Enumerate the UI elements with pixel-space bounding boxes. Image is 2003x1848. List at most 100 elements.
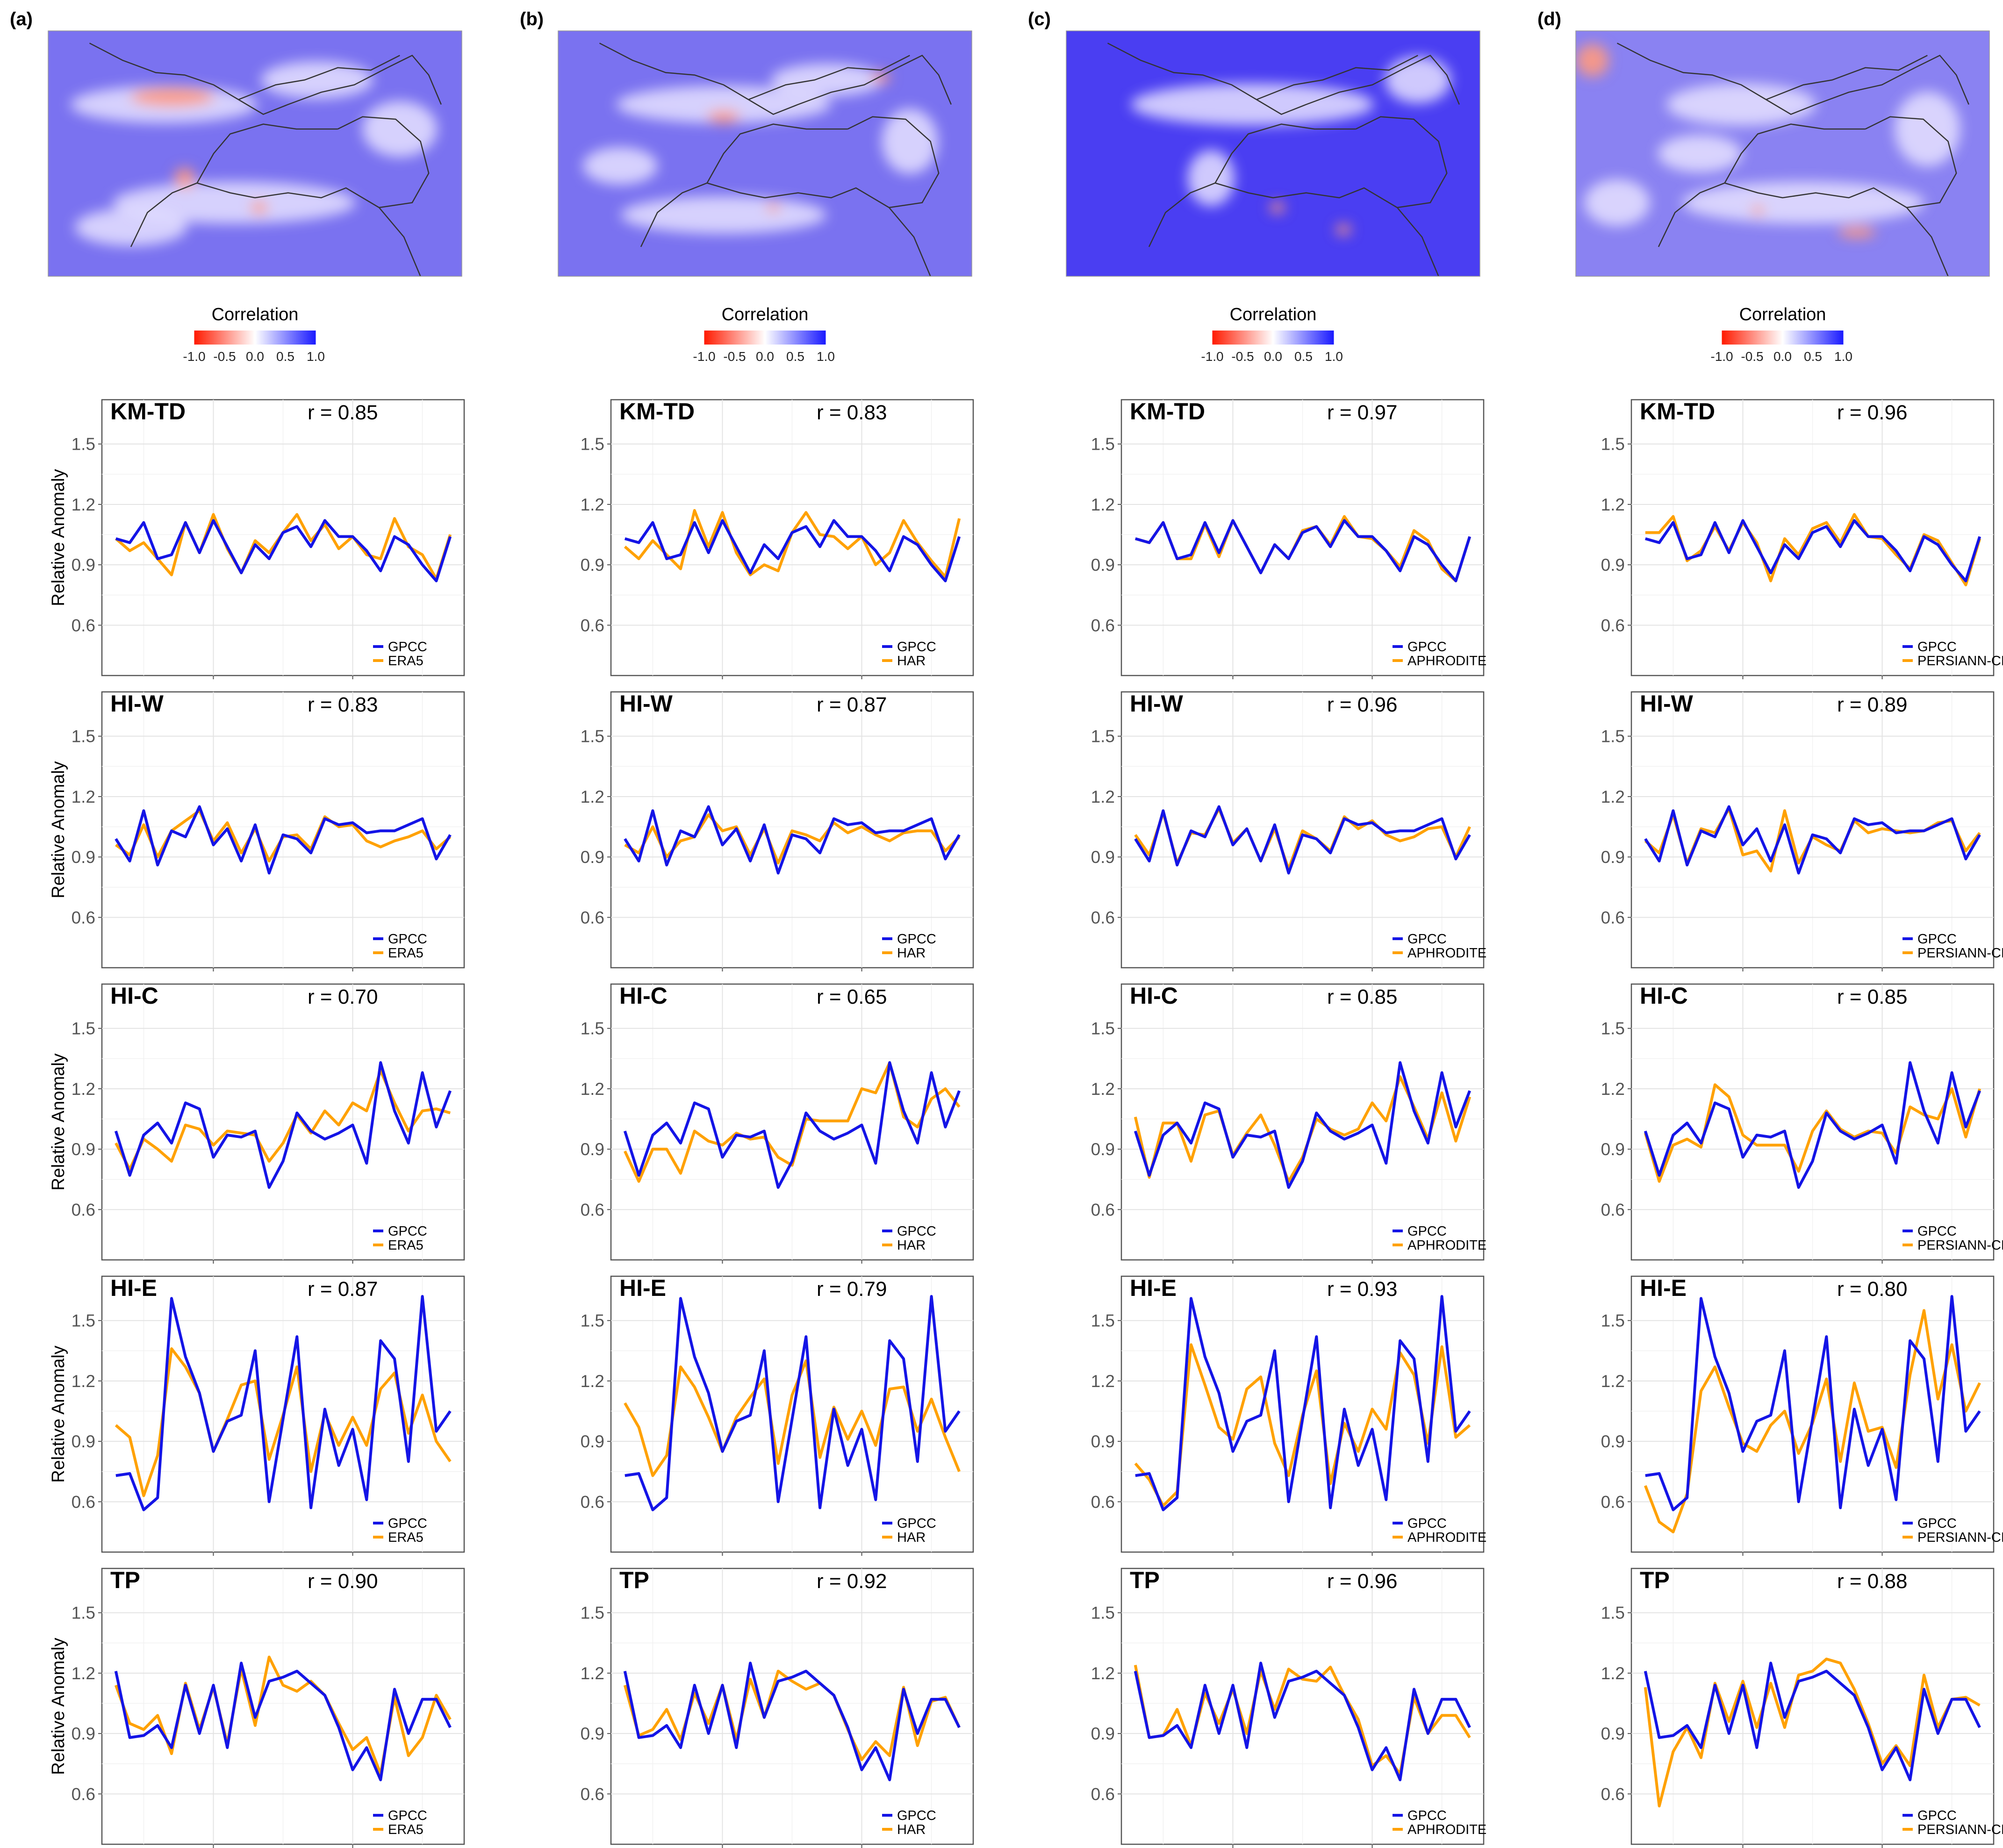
colorbar-tick-label: -1.0 (183, 349, 205, 364)
legend-label: GPCC (1917, 932, 1957, 947)
y-axis-title: Relative Anomaly (49, 469, 68, 606)
legend-label: HAR (897, 1238, 926, 1253)
y-tick-label: 1.2 (1601, 495, 1625, 514)
y-axis-title: Relative Anomaly (49, 761, 68, 899)
colorbar-tick-label: 1.0 (817, 349, 835, 364)
colorbar-title: Correlation (212, 305, 299, 324)
y-tick-label: 1.5 (581, 1019, 604, 1038)
correlation-value: r = 0.96 (1327, 1570, 1397, 1593)
legend-label: GPCC (897, 640, 936, 654)
colorbar-tick-label: 1.0 (1834, 349, 1852, 364)
legend-label: GPCC (388, 1224, 427, 1239)
y-tick-label: 1.5 (581, 1604, 604, 1623)
y-tick-label: 1.5 (1601, 1019, 1625, 1038)
colorbar (1212, 331, 1334, 345)
region-label: KM-TD (1130, 398, 1205, 424)
legend-label: HAR (897, 654, 926, 669)
y-tick-label: 1.2 (72, 787, 95, 806)
colorbar (194, 331, 316, 345)
legend-label: HAR (897, 1530, 926, 1545)
y-tick-label: 1.5 (1601, 435, 1625, 454)
legend-label: PERSIANN-CDR (1917, 1822, 2003, 1837)
legend-label: APHRODITE (1407, 654, 1486, 669)
correlation-value: r = 0.83 (817, 401, 887, 424)
y-tick-label: 0.6 (72, 1492, 95, 1511)
correlation-value: r = 0.85 (308, 401, 378, 424)
legend-label: GPCC (897, 1516, 936, 1531)
series-line-gpcc (114, 1661, 452, 1782)
region-label: HI-E (1640, 1275, 1687, 1301)
legend-label: ERA5 (388, 946, 424, 961)
legend-label: GPCC (1407, 932, 1447, 947)
series-line-gpcc (1644, 1661, 1981, 1782)
correlation-value: r = 0.87 (817, 693, 887, 716)
y-tick-label: 0.9 (1091, 848, 1115, 867)
y-tick-label: 1.5 (1091, 1019, 1115, 1038)
y-tick-label: 1.5 (581, 727, 604, 746)
legend-label: ERA5 (388, 1822, 424, 1837)
legend-label: GPCC (1917, 1224, 1957, 1239)
correlation-map (48, 31, 462, 276)
y-tick-label: 0.6 (581, 1492, 604, 1511)
series-line-gpcc (115, 519, 452, 582)
region-label: TP (1130, 1567, 1160, 1593)
region-label: KM-TD (110, 398, 186, 424)
panel-d-tp-plot: 1.51.20.90.619902000TPr = 0.88GPCCPERSIA… (1601, 1567, 2003, 1848)
y-tick-label: 0.6 (1601, 616, 1625, 635)
y-tick-label: 1.2 (581, 1664, 604, 1683)
panel-2-map-block: (b) Correlation -1.0 -0.5 0.0 0.5 1.0 (520, 9, 972, 364)
legend-label: GPCC (1917, 640, 1957, 654)
correlation-value: r = 0.83 (308, 693, 378, 716)
y-tick-label: 0.9 (1091, 555, 1115, 575)
legend-label: GPCC (897, 1224, 936, 1239)
series-line-gpcc (115, 805, 452, 875)
legend-label: PERSIANN-CDR (1917, 654, 2003, 669)
legend-label: GPCC (1407, 1516, 1447, 1531)
correlation-value: r = 0.65 (817, 985, 887, 1008)
series-line-gpcc (1134, 1661, 1471, 1782)
series-line-persiann-cdr (1644, 1657, 1981, 1808)
colorbar-tick-label: 1.0 (1325, 349, 1343, 364)
colorbar-tick-label: 0.0 (1773, 349, 1792, 364)
region-label: KM-TD (619, 398, 695, 424)
y-tick-label: 1.5 (1091, 435, 1115, 454)
series-line-gpcc (623, 1661, 961, 1782)
correlation-value: r = 0.89 (1837, 693, 1907, 716)
colorbar-tick-label: 0.5 (786, 349, 804, 364)
series-line-gpcc (114, 1061, 452, 1189)
y-tick-label: 0.9 (72, 1724, 95, 1743)
y-tick-label: 1.2 (1091, 495, 1115, 514)
y-tick-label: 1.2 (1091, 1372, 1115, 1391)
legend-label: PERSIANN-CDR (1917, 1530, 2003, 1545)
region-label: HI-E (619, 1275, 666, 1301)
legend-label: GPCC (1407, 1224, 1447, 1239)
y-tick-label: 0.6 (581, 1200, 604, 1219)
y-tick-label: 0.6 (1091, 1784, 1115, 1804)
y-tick-label: 0.6 (1601, 1492, 1625, 1511)
y-tick-label: 1.5 (72, 1604, 95, 1623)
y-tick-label: 1.2 (581, 495, 604, 514)
panel-c-tp-plot: 1.51.20.90.619902000TPr = 0.96GPCCAPHROD… (1091, 1567, 1486, 1848)
y-tick-label: 0.9 (581, 1140, 604, 1159)
legend-label: GPCC (1407, 640, 1447, 654)
correlation-value: r = 0.92 (817, 1570, 887, 1593)
colorbar-tick-label: 0.5 (1804, 349, 1822, 364)
series-line-har (624, 1359, 961, 1477)
legend-label: GPCC (1407, 1808, 1447, 1823)
